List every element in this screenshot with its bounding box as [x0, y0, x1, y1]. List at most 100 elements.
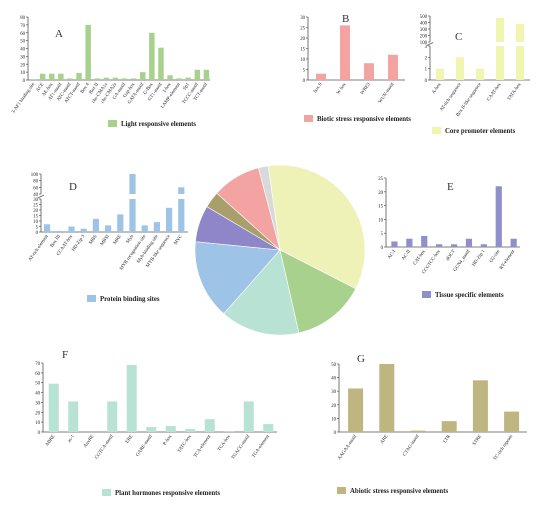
bar [48, 383, 59, 432]
bar [58, 73, 64, 80]
y-tick-label: 70 [20, 24, 25, 29]
bar [504, 411, 520, 432]
legend-label: Core promoter elements [445, 128, 516, 135]
x-category-label: STRE [472, 434, 483, 447]
panel-letter: B [342, 13, 349, 25]
bar [85, 24, 91, 80]
bar [204, 419, 215, 432]
y-tick-label: 10 [35, 421, 40, 426]
x-category-label: as-1 [67, 434, 76, 444]
bar [421, 235, 428, 247]
bar [472, 380, 488, 432]
bar [153, 222, 160, 232]
bar [340, 25, 350, 80]
x-category-label: TATA-box [507, 82, 523, 102]
y-tick-label: 20 [20, 63, 25, 68]
y-tick-label: 70 [35, 362, 40, 367]
bar-upper [516, 23, 524, 42]
x-category-label: CAAT-box [487, 82, 503, 102]
bar [126, 364, 137, 432]
y-tick-label: 20 [331, 404, 336, 409]
pie-slice [194, 241, 281, 315]
pie-slice [279, 249, 357, 334]
x-category-label: LTR [443, 434, 452, 445]
legend-swatch [87, 295, 96, 302]
x-category-label: CAT-box [413, 249, 427, 267]
panel-letter: F [62, 349, 68, 361]
y-tick-label: 40 [20, 48, 25, 53]
y-tick-label: 40 [35, 392, 40, 397]
axis-break-mark [37, 194, 45, 199]
bar [185, 429, 196, 432]
y-tick-label: 20 [35, 411, 40, 416]
panel-f: 0 10 20 30 40 50 60 70 ABRE as-1 AuxRE CGTCA-motif E… [35, 349, 277, 497]
bar [388, 54, 398, 80]
y-tick-label: 15 [300, 48, 305, 53]
bar [165, 426, 176, 432]
x-category-label: ERE [125, 434, 134, 444]
x-category-label: TCA-element [193, 434, 213, 459]
x-category-label: W box [336, 82, 348, 96]
x-category-label: CTAG-motif [402, 434, 420, 457]
x-category-label: P-box [163, 434, 174, 447]
y-tick-label: 20 [300, 37, 305, 42]
bar [406, 238, 413, 247]
y-tick-label: 30 [20, 55, 25, 60]
bar [176, 78, 182, 80]
bar [185, 77, 191, 80]
bar [141, 225, 148, 232]
x-category-label: 3-AF1 binding site [11, 82, 36, 115]
y-tick-label: 50 [331, 363, 336, 368]
x-category-label: AAGAA-motif [337, 434, 358, 461]
y-tick-label: 0 [381, 246, 384, 251]
bar [167, 75, 173, 80]
x-category-label: TATC-box [177, 434, 193, 454]
bar [105, 225, 112, 232]
y-tick-label: 10 [378, 218, 383, 223]
y-tick-label: 15 [33, 215, 38, 220]
bar [436, 68, 444, 80]
x-category-label: AuxRE [83, 434, 95, 449]
y-tick-label: 20 [33, 209, 38, 214]
bar [49, 73, 55, 80]
bar [450, 244, 458, 247]
bar [465, 238, 473, 247]
bar [410, 430, 426, 432]
x-category-label: ABRE [45, 434, 56, 447]
legend-label: Plant hormones responsive elements [115, 490, 220, 497]
legend-label: Protein binding sites [100, 296, 160, 303]
bar [117, 214, 124, 232]
bar [146, 427, 157, 432]
bar [224, 431, 235, 432]
y-tick-label: 60 [33, 186, 38, 191]
bar [348, 388, 364, 432]
x-category-label: box S [313, 82, 324, 94]
y-tick-label: 40 [33, 193, 38, 198]
y-tick-label: 40 [331, 377, 336, 382]
pie-chart [194, 164, 366, 336]
y-tick-label: 0 [36, 231, 39, 236]
pie-slice [267, 164, 366, 290]
x-category-label: AC-I [387, 249, 397, 260]
x-category-label: Box 4 [80, 82, 91, 95]
y-tick-label: 50 [35, 382, 40, 387]
y-tick-label: 60 [20, 32, 25, 37]
x-category-label: TC-rich repeats [493, 434, 514, 462]
x-category-label: MBS [89, 234, 99, 245]
x-category-label: Myb [126, 234, 136, 245]
bar [391, 241, 398, 247]
bar [44, 224, 51, 232]
bar [30, 79, 37, 80]
bar [129, 199, 136, 232]
bar [94, 78, 100, 80]
bar [436, 244, 443, 247]
x-category-label: AC-II [401, 249, 412, 262]
x-category-label: WUN-motif [378, 82, 396, 104]
x-category-label: O2-site [489, 249, 501, 263]
bar [476, 68, 484, 80]
bar [103, 77, 110, 80]
x-category-label: AT-rich element [28, 234, 50, 263]
y-tick-label: 0 [425, 79, 428, 84]
x-category-label: MRE [113, 234, 123, 245]
